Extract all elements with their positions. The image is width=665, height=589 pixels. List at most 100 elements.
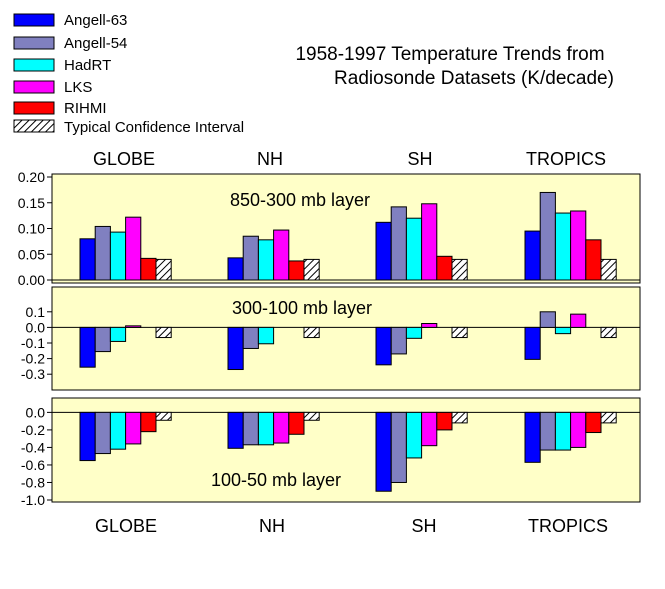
legend-swatch <box>13 36 55 50</box>
bar <box>242 326 259 349</box>
bar <box>451 326 468 339</box>
layer-title: 850-300 mb layer <box>230 190 370 210</box>
bar <box>155 258 172 281</box>
legend-swatch <box>13 119 55 133</box>
chart-title-line-2: Radiosonde Datasets (K/decade) <box>334 68 614 89</box>
bar <box>539 411 556 451</box>
bar <box>242 235 259 281</box>
bar <box>405 411 423 459</box>
bar <box>554 411 572 451</box>
legend-label: RIHMI <box>64 100 107 117</box>
bar <box>94 411 111 455</box>
bar <box>257 326 275 345</box>
bar <box>390 411 407 483</box>
bar <box>125 216 142 281</box>
bar <box>288 411 305 435</box>
bar <box>125 325 142 328</box>
bar <box>94 225 111 281</box>
bar <box>524 411 541 463</box>
y-tick-label: 0.15 <box>18 195 45 211</box>
bar <box>451 258 468 281</box>
bar <box>375 411 392 492</box>
bar <box>524 230 541 281</box>
y-tick-label: -0.1 <box>21 335 45 351</box>
bar <box>79 411 96 462</box>
y-tick-label: -0.8 <box>21 474 45 490</box>
bar <box>600 326 617 339</box>
bar <box>125 411 142 445</box>
region-footer-globe: GLOBE <box>95 516 157 536</box>
bar <box>375 221 392 281</box>
y-tick-label: -0.4 <box>21 439 45 455</box>
bar <box>570 411 587 448</box>
bar <box>257 411 275 446</box>
y-tick-label: 0.10 <box>18 221 45 237</box>
bar <box>554 326 572 335</box>
bar <box>94 326 111 353</box>
bar <box>539 311 556 328</box>
y-tick-label: 0.0 <box>26 319 46 335</box>
chart-panel: 0.10.0-0.1-0.2-0.3 300-100 mb layer <box>21 286 641 391</box>
chart-panel: 0.0 -0.2-0.4 -0.6-0.8 -1.0 100-50 mb layer <box>21 397 641 508</box>
bar <box>79 326 96 368</box>
y-tick-label: 0.20 <box>18 169 45 185</box>
legend-swatch <box>13 58 55 72</box>
legend: Angell-63 Angell-54 HadRT LKS RIHMI Typi… <box>13 12 244 136</box>
bar <box>421 323 438 328</box>
bar <box>405 217 423 281</box>
legend-label: Angell-63 <box>64 12 127 29</box>
legend-swatch <box>13 13 55 27</box>
bar <box>227 411 244 449</box>
bar <box>600 411 617 424</box>
bar <box>585 411 602 434</box>
legend-item: RIHMI <box>13 100 107 117</box>
region-footer-tropics: TROPICS <box>528 516 608 536</box>
bar <box>585 239 602 281</box>
bar <box>421 203 438 281</box>
bar <box>273 411 290 444</box>
bar <box>140 257 157 281</box>
bar <box>288 260 305 281</box>
bar <box>242 411 259 446</box>
region-footer-nh: NH <box>259 516 285 536</box>
layer-title: 100-50 mb layer <box>211 470 341 490</box>
bar <box>436 411 453 431</box>
bar <box>109 326 127 342</box>
bar <box>109 231 127 281</box>
bar <box>79 238 96 281</box>
region-header-tropics: TROPICS <box>526 149 606 169</box>
legend-swatch <box>13 80 55 94</box>
region-header-sh: SH <box>407 149 432 169</box>
bar <box>554 212 572 281</box>
y-tick-label: 0.00 <box>18 272 45 288</box>
legend-item: Typical Confidence Interval <box>13 119 244 136</box>
bar <box>524 326 541 360</box>
bar <box>539 191 556 281</box>
bar <box>303 258 320 281</box>
bar <box>303 411 320 421</box>
y-tick-label: 0.1 <box>26 304 46 320</box>
bar <box>227 326 244 371</box>
y-tick-label: -0.2 <box>21 351 45 367</box>
region-footer-sh: SH <box>411 516 436 536</box>
region-header-nh: NH <box>257 149 283 169</box>
bar <box>155 411 172 421</box>
bar <box>273 229 290 281</box>
bar <box>390 326 407 355</box>
bar <box>109 411 127 450</box>
legend-item: HadRT <box>13 57 111 74</box>
bar <box>570 313 587 328</box>
legend-label: LKS <box>64 79 92 96</box>
bar <box>257 239 275 281</box>
legend-item: LKS <box>13 79 92 96</box>
layer-title: 300-100 mb layer <box>232 298 372 318</box>
legend-item: Angell-54 <box>13 35 127 52</box>
bar <box>140 411 157 433</box>
bar <box>390 206 407 281</box>
chart-title-line-1: 1958-1997 Temperature Trends from <box>295 44 604 65</box>
y-tick-label: 0.0 <box>26 404 46 420</box>
bar <box>155 326 172 339</box>
panel-background <box>51 286 641 391</box>
